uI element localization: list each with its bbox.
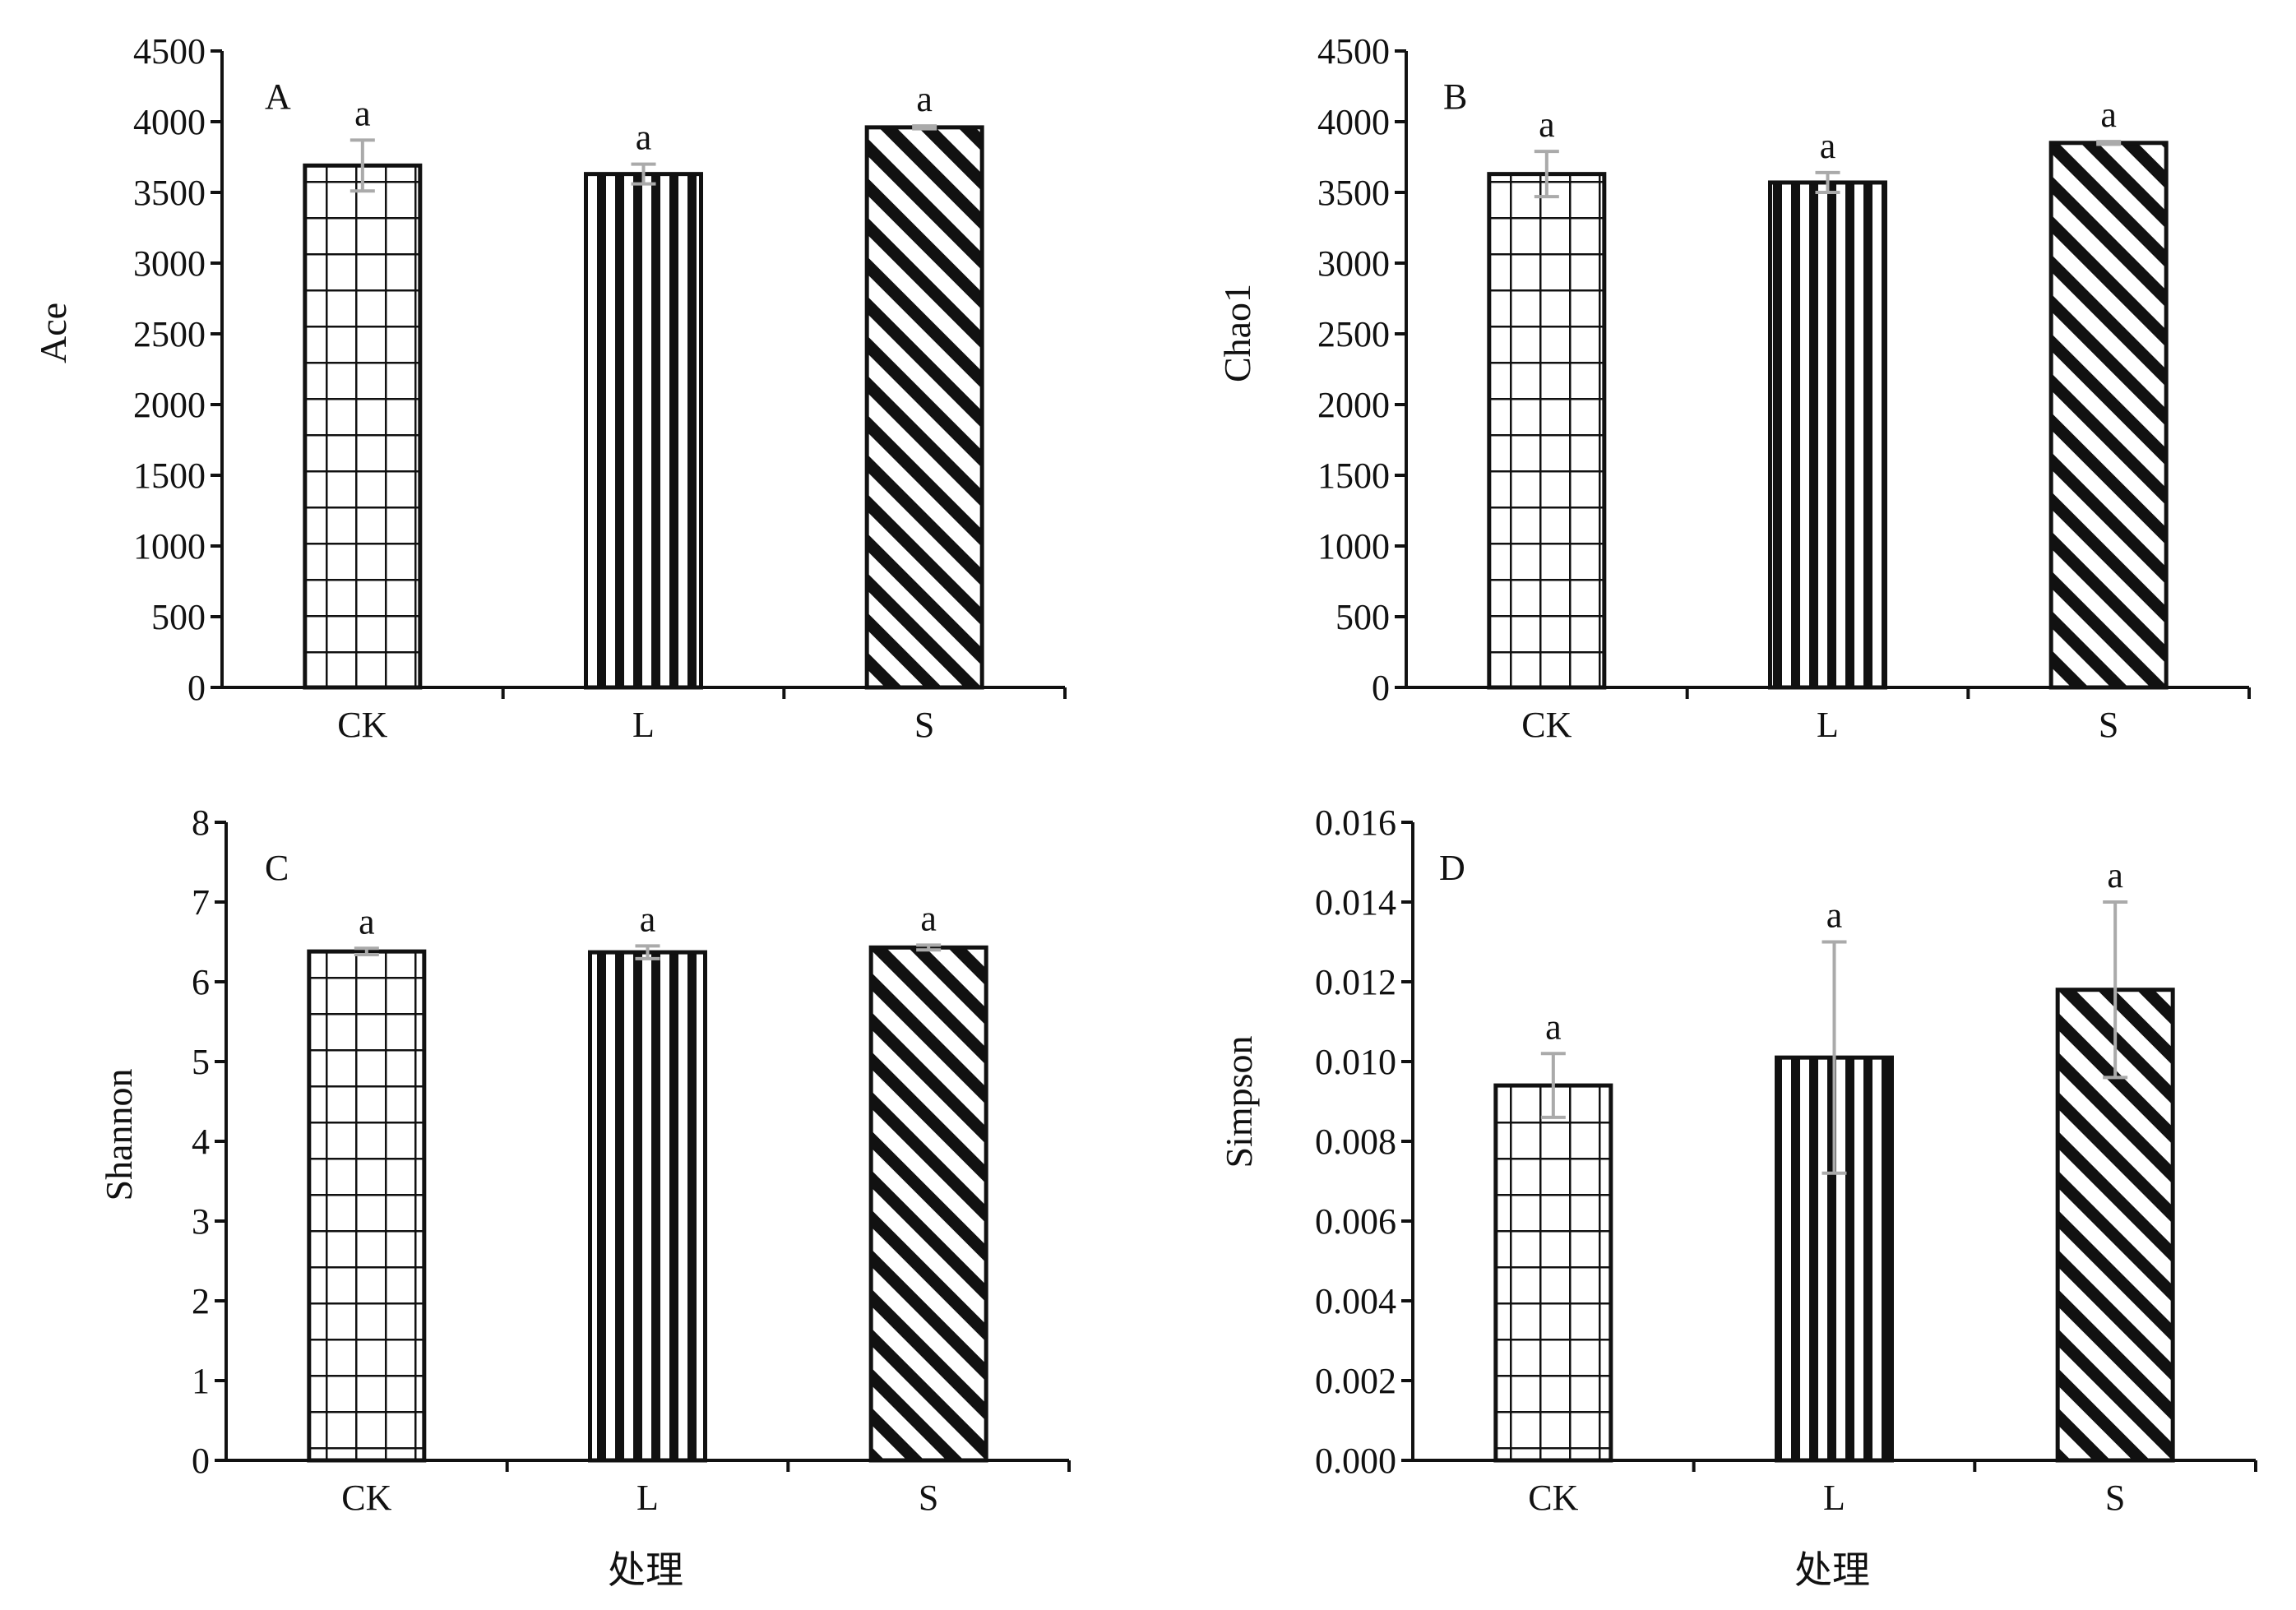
y-tick-label: 0.004	[1315, 1281, 1396, 1321]
plot-area: 0 1 2 3 4 5 6 7 8 a CK a La S	[192, 803, 1071, 1518]
y-tick-label: 0.010	[1315, 1042, 1396, 1082]
y-tick-label: 5	[192, 1042, 210, 1082]
x-axis-title: 处理	[608, 1549, 683, 1591]
panel-letter: C	[265, 848, 289, 888]
y-tick-label: 4000	[1317, 102, 1390, 142]
y-tick-label: 4	[192, 1122, 210, 1162]
plot-area: 0 500 1000 1500 2000 2500 3000 3500 4000 4500 a CK a…	[133, 31, 1067, 745]
y-tick-label: 1500	[133, 456, 206, 496]
y-tick-label: 1000	[133, 526, 206, 567]
panel-a: A Ace 0 500 1000 1500 2000 2500 3000 3500 4000 45…	[32, 31, 1067, 745]
panel-letter: D	[1439, 848, 1465, 888]
y-tick-label: 1000	[1317, 526, 1390, 567]
y-tick-label: 500	[151, 597, 206, 637]
y-tick-label: 0.002	[1315, 1361, 1396, 1401]
bar-ck	[303, 163, 423, 690]
y-tick-label: 1	[192, 1361, 210, 1401]
significance-label: a	[2100, 95, 2117, 135]
x-tick-label: L	[1823, 1478, 1845, 1518]
significance-label: a	[1539, 104, 1555, 145]
plot-area: 0 500 1000 1500 2000 2500 3000 3500 4000 4500 a CK a…	[1317, 31, 2251, 745]
y-tick-label: 500	[1335, 597, 1390, 637]
y-axis-title: Chao1	[1216, 284, 1258, 382]
x-tick-label: S	[2099, 705, 2118, 745]
y-axis-title: Shannon	[98, 1069, 140, 1201]
y-tick-label: 2500	[1317, 314, 1390, 354]
bar-ck	[1493, 1083, 1613, 1463]
y-tick-label: 2	[192, 1281, 210, 1321]
x-tick-label: CK	[337, 705, 387, 745]
y-tick-label: 4500	[1317, 31, 1390, 72]
significance-label: a	[354, 93, 371, 133]
y-tick-label: 0	[187, 668, 206, 708]
y-tick-label: 3000	[1317, 243, 1390, 284]
y-tick-label: 2000	[1317, 385, 1390, 425]
x-tick-label: L	[632, 705, 655, 745]
y-tick-label: 0.012	[1315, 962, 1396, 1002]
significance-label: a	[920, 898, 937, 938]
y-tick-label: 2000	[133, 385, 206, 425]
bar-l	[584, 172, 703, 690]
plot-area: 0.000 0.002 0.004 0.006 0.008 0.010 0.012 0.014…	[1315, 803, 2257, 1518]
x-tick-label: L	[636, 1478, 659, 1518]
y-tick-label: 7	[192, 882, 210, 923]
x-tick-label: CK	[341, 1478, 391, 1518]
panel-letter: B	[1443, 76, 1467, 117]
y-tick-label: 0.000	[1315, 1441, 1396, 1481]
significance-label: a	[640, 899, 656, 939]
y-tick-label: 3	[192, 1201, 210, 1242]
x-tick-label: CK	[1521, 705, 1572, 745]
panel-letter: A	[265, 76, 291, 117]
y-tick-label: 6	[192, 962, 210, 1002]
significance-label: a	[2107, 855, 2123, 895]
y-tick-label: 0.014	[1315, 882, 1396, 923]
y-tick-label: 0.006	[1315, 1201, 1396, 1242]
y-tick-label: 3000	[133, 243, 206, 284]
x-tick-label: S	[2105, 1478, 2125, 1518]
x-axis-title: 处理	[1794, 1549, 1870, 1591]
bar-s	[2048, 141, 2169, 690]
y-tick-label: 0.008	[1315, 1122, 1396, 1162]
y-tick-label: 1500	[1317, 456, 1390, 496]
bar-l	[588, 950, 707, 1463]
y-tick-label: 0	[1372, 668, 1390, 708]
significance-label: a	[359, 901, 375, 941]
y-tick-label: 2500	[133, 314, 206, 354]
y-tick-label: 8	[192, 803, 210, 843]
y-tick-label: 4000	[133, 102, 206, 142]
panel-b: B Chao1 0 500 1000 1500 2000 2500 3000 3500 4000…	[1216, 31, 2251, 745]
x-tick-label: CK	[1528, 1478, 1578, 1518]
x-tick-label: S	[914, 705, 934, 745]
x-tick-label: L	[1817, 705, 1839, 745]
y-tick-label: 3500	[1317, 173, 1390, 213]
y-tick-label: 4500	[133, 31, 206, 72]
panel-d: D Simpson 处理 0.0000.0020.0040.0060.0080.…	[1218, 803, 2257, 1591]
x-tick-label: S	[919, 1478, 938, 1518]
significance-label: a	[916, 79, 933, 119]
significance-label: a	[636, 118, 652, 158]
significance-label: a	[1826, 895, 1843, 936]
y-tick-label: 0.016	[1315, 803, 1396, 843]
y-tick-label: 3500	[133, 173, 206, 213]
y-axis-title: Ace	[32, 303, 74, 363]
significance-label: a	[1545, 1006, 1562, 1047]
bar-s	[868, 945, 988, 1463]
bar-s	[864, 125, 984, 690]
y-tick-label: 0	[192, 1441, 210, 1481]
significance-label: a	[1820, 126, 1836, 166]
bar-ck	[1487, 172, 1607, 690]
panel-c: C Shannon 处理 0 1 2 3 4 5 6 7 8 a CK a La S	[98, 803, 1071, 1591]
bar-l	[1768, 180, 1887, 690]
y-axis-title: Simpson	[1218, 1035, 1260, 1168]
bar-ck	[307, 949, 427, 1463]
